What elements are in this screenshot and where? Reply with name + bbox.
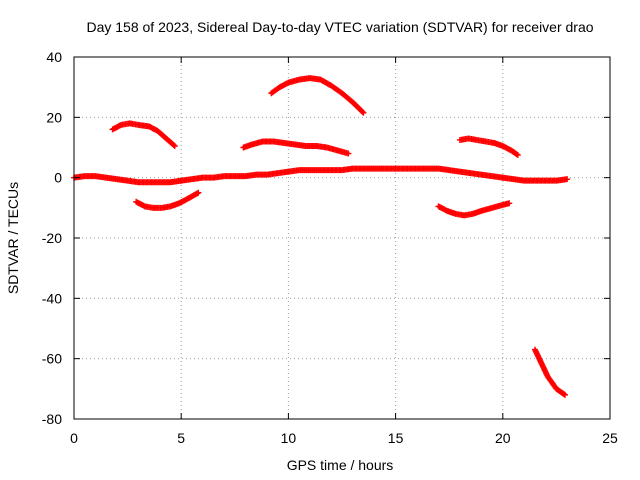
- data-point: [171, 142, 178, 149]
- y-tick-label: 40: [46, 49, 62, 65]
- data-point: [513, 151, 520, 158]
- data-point: [345, 150, 352, 157]
- x-tick-label: 10: [281, 430, 297, 446]
- x-tick-label: 5: [177, 430, 185, 446]
- data-point: [359, 108, 366, 115]
- y-tick-label: -40: [42, 290, 62, 306]
- series-arc-upper-1: [109, 120, 178, 149]
- data-point: [564, 176, 571, 183]
- x-tick-label: 20: [495, 430, 511, 446]
- data-point: [360, 109, 367, 116]
- series-arc-upper-2: [268, 75, 367, 116]
- data-point: [561, 391, 568, 398]
- series-band-1: [71, 173, 185, 186]
- x-tick-label: 0: [70, 430, 78, 446]
- y-tick-label: -60: [42, 351, 62, 367]
- data-point: [195, 189, 202, 196]
- y-tick-label: 0: [54, 170, 62, 186]
- y-tick-label: 20: [46, 109, 62, 125]
- y-tick-label: -20: [42, 230, 62, 246]
- data-point: [514, 152, 521, 159]
- series-arc-lower-2: [435, 200, 513, 219]
- data-point: [506, 200, 513, 207]
- grid: [74, 57, 610, 419]
- data-points: [71, 75, 571, 398]
- series-arc-upper-4: [456, 135, 521, 159]
- x-tick-label: 25: [602, 430, 618, 446]
- y-tick-label: -80: [42, 411, 62, 427]
- ticks: 0 5 10 15 20 25 -80 -60 -40 -20 0 20 40: [42, 49, 618, 446]
- chart-title: Day 158 of 2023, Sidereal Day-to-day VTE…: [86, 19, 593, 35]
- data-point: [560, 391, 567, 398]
- series-band-3: [285, 165, 399, 175]
- series-band-4: [392, 165, 506, 181]
- series-band-2: [178, 168, 292, 184]
- data-point: [170, 142, 177, 149]
- x-axis-label: GPS time / hours: [287, 457, 394, 473]
- series-arc-lower-3: [531, 346, 568, 398]
- series-band-5: [499, 174, 571, 184]
- y-axis-label: SDTVAR / TECUs: [5, 182, 21, 294]
- series-arc-upper-3: [240, 138, 352, 157]
- x-tick-label: 15: [388, 430, 404, 446]
- series-arc-lower-1: [133, 189, 202, 211]
